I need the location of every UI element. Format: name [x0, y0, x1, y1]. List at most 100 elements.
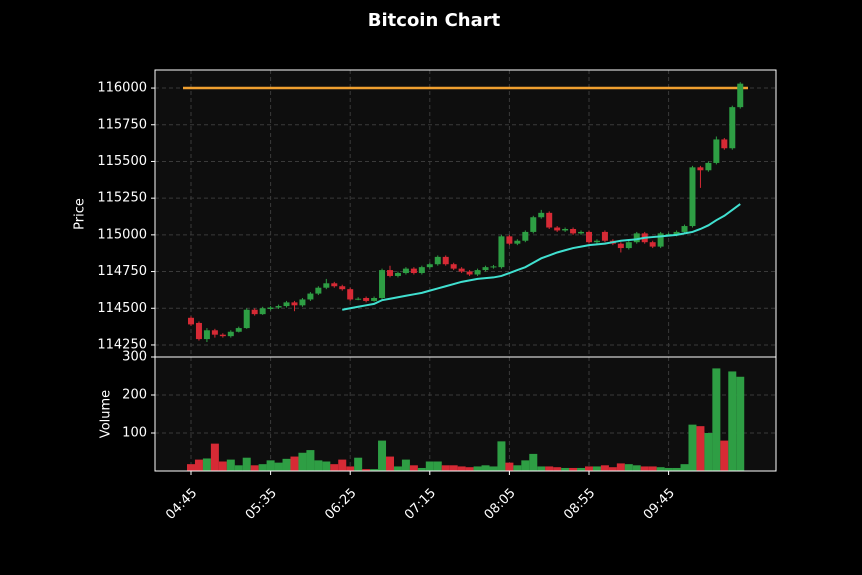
volume-bar — [465, 467, 474, 471]
y-tick-label: 115250 — [97, 191, 147, 206]
volume-bar — [688, 424, 697, 471]
candle-body — [307, 293, 314, 300]
volume-bar — [585, 466, 593, 471]
volume-bar — [672, 467, 681, 471]
volume-bar — [632, 465, 641, 471]
volume-bar — [600, 465, 609, 471]
volume-bar — [505, 462, 514, 471]
y-tick-label: 115750 — [97, 117, 147, 132]
candle-body — [657, 233, 664, 247]
candle-body — [259, 308, 266, 315]
volume-bar — [354, 457, 363, 471]
candle-body — [450, 264, 457, 269]
candle-body — [562, 228, 569, 231]
volume-bar — [592, 466, 601, 471]
volume-bar — [712, 368, 721, 471]
candle-body — [410, 268, 417, 274]
volume-bar — [258, 464, 267, 471]
volume-bar — [226, 459, 235, 471]
volume-bar — [449, 465, 458, 471]
volume-bar — [457, 466, 466, 471]
volume-bar — [401, 459, 410, 471]
volume-bar — [234, 465, 243, 471]
volume-bar — [409, 465, 418, 471]
volume-bar — [322, 461, 331, 471]
candle-body — [211, 330, 218, 335]
candle-body — [434, 256, 441, 265]
volume-bar — [577, 467, 586, 471]
volume-bar — [330, 464, 339, 471]
volume-bar — [704, 433, 713, 471]
candle-body — [570, 228, 577, 234]
y-tick-label: 114750 — [97, 264, 147, 279]
candle-body — [593, 240, 600, 243]
volume-bar — [338, 459, 347, 471]
candle-body — [554, 227, 561, 231]
candle-body — [617, 243, 624, 249]
candle-body — [323, 283, 330, 288]
candle-body — [227, 331, 234, 337]
candle-body — [466, 271, 473, 275]
moving-average-line — [342, 203, 741, 311]
volume-bar — [664, 467, 673, 471]
volume-panel-frame — [154, 356, 777, 472]
volume-bar — [441, 465, 450, 471]
volume-bar — [521, 460, 530, 471]
y-tick-label: 114500 — [97, 301, 147, 316]
candle-body — [394, 273, 401, 276]
volume-bar — [298, 452, 307, 471]
candle-body — [482, 267, 489, 271]
candle-body — [219, 334, 226, 337]
candle-body — [363, 297, 370, 301]
volume-tick-label: 200 — [122, 388, 147, 403]
volume-bar — [696, 426, 705, 471]
volume-bar — [616, 463, 625, 471]
candle-body — [689, 167, 696, 227]
candle-body — [522, 231, 529, 241]
chart-title: Bitcoin Chart — [368, 10, 501, 31]
y-tick-label: 115000 — [97, 227, 147, 242]
volume-bar — [194, 459, 203, 471]
candle-body — [721, 139, 728, 149]
candle-body — [275, 306, 282, 308]
candle-body — [347, 289, 354, 300]
y-tick-label: 115500 — [97, 154, 147, 169]
volume-bar — [529, 453, 538, 471]
candle-body — [195, 322, 202, 340]
volume-bar — [545, 466, 554, 471]
candle-body — [442, 256, 449, 265]
volume-bar — [393, 466, 402, 471]
candle-body — [625, 242, 632, 249]
volume-bar — [648, 466, 657, 471]
volume-bar — [680, 464, 689, 471]
candle-body — [697, 167, 704, 171]
candle-body — [601, 231, 608, 241]
candle-body — [267, 307, 274, 309]
volume-axis-label: Volume — [99, 390, 114, 438]
candle-body — [188, 317, 194, 325]
volume-bar — [720, 440, 729, 471]
volume-bar — [489, 466, 498, 471]
candle-body — [681, 226, 688, 232]
candle-body — [339, 286, 346, 290]
candle-body — [355, 298, 362, 300]
candle-body — [578, 231, 585, 234]
volume-bar — [513, 465, 522, 471]
candle-body — [251, 309, 258, 315]
volume-bar — [417, 467, 426, 471]
candle-body — [506, 236, 513, 244]
volume-tick-label: 300 — [122, 350, 147, 365]
volume-bar — [362, 469, 371, 471]
candle-body — [729, 107, 736, 149]
volume-bar — [640, 466, 649, 471]
candle-body — [371, 297, 378, 301]
volume-bar — [346, 466, 355, 471]
candle-body — [315, 287, 322, 294]
volume-bar — [210, 443, 219, 471]
y-tick-label: 116000 — [97, 81, 147, 96]
volume-bar — [497, 441, 506, 471]
volume-bar — [537, 466, 546, 471]
volume-bar — [433, 461, 442, 471]
y-tick-label: 114250 — [97, 337, 147, 352]
volume-bar — [728, 371, 737, 471]
